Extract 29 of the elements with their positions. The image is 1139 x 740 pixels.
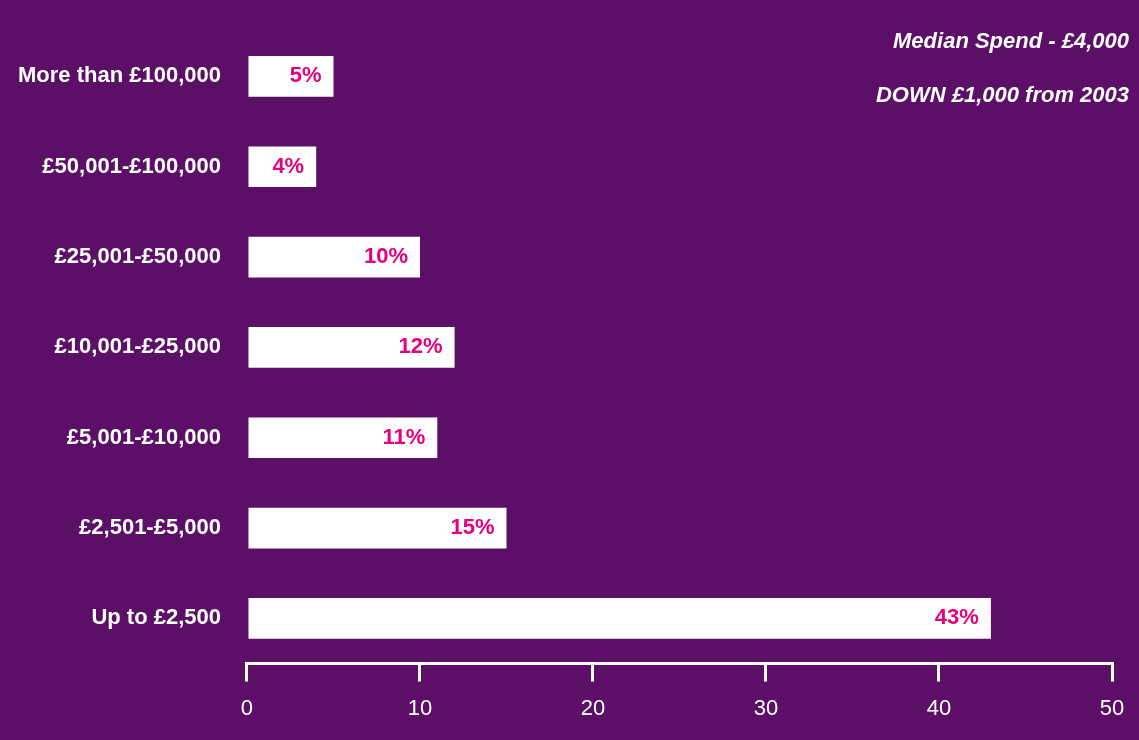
x-tick-label: 50 <box>1099 694 1125 720</box>
y-tick-label: £50,001-£100,000 <box>42 152 221 178</box>
data-label: 11% <box>382 423 426 449</box>
data-label: 10% <box>363 243 408 269</box>
data-label: 12% <box>398 333 443 359</box>
bar <box>248 146 317 188</box>
y-tick-label: £5,001-£10,000 <box>66 423 221 449</box>
x-tick-label: 20 <box>580 694 606 720</box>
data-label: 43% <box>934 604 979 630</box>
y-tick-label: £10,001-£25,000 <box>54 333 221 359</box>
data-label: 5% <box>289 62 322 88</box>
bar <box>248 507 507 549</box>
x-tick-label: 40 <box>926 694 952 720</box>
bar <box>248 417 438 459</box>
bar <box>248 56 334 97</box>
x-tick-label: 10 <box>407 694 433 720</box>
x-tick-label: 30 <box>753 694 779 720</box>
x-tick-label: 0 <box>240 694 254 720</box>
bar <box>248 327 455 368</box>
annotation: Median Spend - £4,000 <box>893 28 1130 54</box>
y-tick-label: £2,501-£5,000 <box>79 514 221 540</box>
y-tick-label: Up to £2,500 <box>91 604 221 630</box>
data-label: 4% <box>272 152 305 178</box>
data-label: 15% <box>450 514 495 540</box>
bar <box>248 236 420 278</box>
bar <box>248 598 991 639</box>
annotation: DOWN £1,000 from 2003 <box>875 82 1129 108</box>
y-tick-label: £25,001-£50,000 <box>54 243 221 269</box>
y-tick-label: More than £100,000 <box>18 62 221 88</box>
